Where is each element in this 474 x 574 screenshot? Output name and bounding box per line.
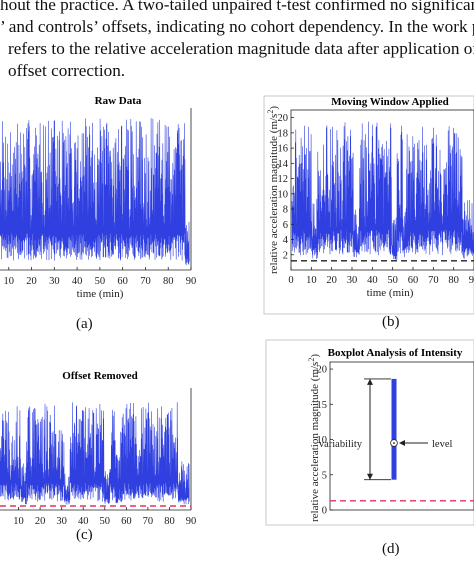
x-tick-label: 90: [186, 276, 197, 287]
paragraph-line: hout the practice. A two-tailed unpaired…: [0, 0, 474, 14]
level-label: level: [432, 439, 452, 450]
panel-c-x-ticks: 0102030405060708090: [13, 507, 197, 527]
x-tick-label: 20: [326, 275, 337, 286]
x-tick-label: 80: [163, 276, 174, 287]
arrowhead-down-icon: [367, 473, 373, 480]
y-tick-label: 20: [317, 365, 328, 376]
x-tick-label: 0: [288, 275, 293, 286]
panel-c-title: Offset Removed: [62, 370, 137, 382]
y-tick-label: 0: [322, 506, 327, 517]
y-tick-label: 20: [278, 113, 289, 124]
x-tick-label: 40: [367, 275, 378, 286]
x-tick-label: 40: [72, 276, 83, 287]
x-tick-label: 80: [164, 516, 175, 527]
x-tick-label: 10: [13, 516, 24, 527]
y-tick-label: 10: [278, 189, 289, 200]
panel-b-title: Moving Window Applied: [331, 96, 449, 108]
x-tick-label: 30: [49, 276, 60, 287]
y-tick-label: 10: [317, 435, 328, 446]
arrowhead-left-icon: [399, 440, 405, 447]
panel-c-plot-area: [0, 388, 192, 511]
signal-trace: [0, 402, 190, 505]
x-tick-label: 70: [143, 516, 154, 527]
panel-b-y-axis-label: relative acceleration magnitude (m/s2): [266, 106, 280, 274]
plot-border: [329, 361, 474, 511]
level-marker-dot: [393, 442, 395, 444]
panel-a-x-ticks: 10 20 30 40 50 60 70 80 90: [4, 267, 197, 287]
y-tick-label: 16: [278, 144, 289, 155]
caption-b: (b): [382, 314, 400, 330]
x-tick-label: 20: [26, 276, 37, 287]
panel-b-x-axis-label: time (min): [367, 287, 414, 299]
x-tick-label: 90: [186, 516, 197, 527]
y-tick-label: 15: [317, 400, 328, 411]
x-tick-label: 50: [95, 276, 106, 287]
panel-d-frame: [265, 339, 474, 526]
panel-a-x-axis-label: time (min): [77, 288, 124, 300]
intensity-bar: [391, 378, 397, 480]
x-tick-label: 10: [4, 276, 15, 287]
paragraph-line: offset correction.: [8, 61, 126, 80]
signal-trace: [291, 121, 474, 260]
arrowhead-up-icon: [367, 378, 373, 385]
caption-d: (d): [382, 541, 400, 557]
y-tick-label: 2: [283, 250, 288, 261]
y-tick-label: 14: [278, 159, 289, 170]
y-tick-label: 5: [322, 470, 327, 481]
x-tick-label: 60: [121, 516, 132, 527]
panel-a-plot-area: [0, 108, 192, 271]
caption-c: (c): [76, 527, 93, 543]
x-tick-label: 20: [35, 516, 46, 527]
y-tick-label: 6: [283, 220, 288, 231]
panel-d: Boxplot Analysis of Intensity variabilit…: [265, 339, 474, 526]
x-tick-label: 50: [100, 516, 111, 527]
x-tick-label: 30: [56, 516, 67, 527]
x-tick-label: 80: [448, 275, 459, 286]
panel-b-frame: [263, 95, 474, 315]
panel-b-plot-area: [290, 109, 474, 271]
x-tick-label: 70: [140, 276, 151, 287]
x-tick-label: 10: [306, 275, 317, 286]
caption-a: (a): [76, 316, 93, 332]
y-tick-label: 18: [278, 128, 289, 139]
x-tick-label: 70: [428, 275, 439, 286]
panel-b: Moving Window Applied 2 4 6 8 10 12 14 16 18 20 0…: [263, 95, 474, 315]
panel-d-plot-area: variability level: [319, 361, 474, 511]
x-tick-label: 50: [387, 275, 398, 286]
variability-label: variability: [319, 439, 363, 450]
panel-a-title: Raw Data: [95, 95, 142, 107]
panel-d-y-axis-label: relative acceleration magnitude (m/s2): [307, 354, 321, 522]
x-tick-label: 60: [408, 275, 419, 286]
panel-a: Raw Data 10 20 30 40 50 60 70 80 90 time (min): [0, 95, 196, 300]
y-tick-label: 4: [283, 235, 289, 246]
panel-d-y-ticks: 0 5 10 15 20: [317, 365, 333, 517]
plot-border: [290, 109, 474, 271]
x-tick-label: 30: [347, 275, 358, 286]
x-tick-label: 60: [117, 276, 128, 287]
y-tick-label: 8: [283, 205, 288, 216]
panel-b-x-ticks: 0 10 20 30 40 50 60 70 80 90: [288, 267, 474, 286]
x-tick-label: 90: [469, 275, 474, 286]
paragraph-line: ’ and controls’ offsets, indicating no c…: [0, 17, 474, 36]
panel-c: Offset Removed 0102030405060708090: [0, 370, 196, 527]
x-tick-label: 40: [78, 516, 89, 527]
panel-b-y-ticks: 2 4 6 8 10 12 14 16 18 20: [278, 113, 294, 261]
panel-d-title: Boxplot Analysis of Intensity: [328, 347, 463, 359]
paper-paragraph: hout the practice. A two-tailed unpaired…: [0, 0, 474, 90]
signal-trace: [0, 118, 190, 266]
y-tick-label: 12: [278, 174, 289, 185]
paragraph-line: refers to the relative acceleration magn…: [8, 39, 474, 58]
